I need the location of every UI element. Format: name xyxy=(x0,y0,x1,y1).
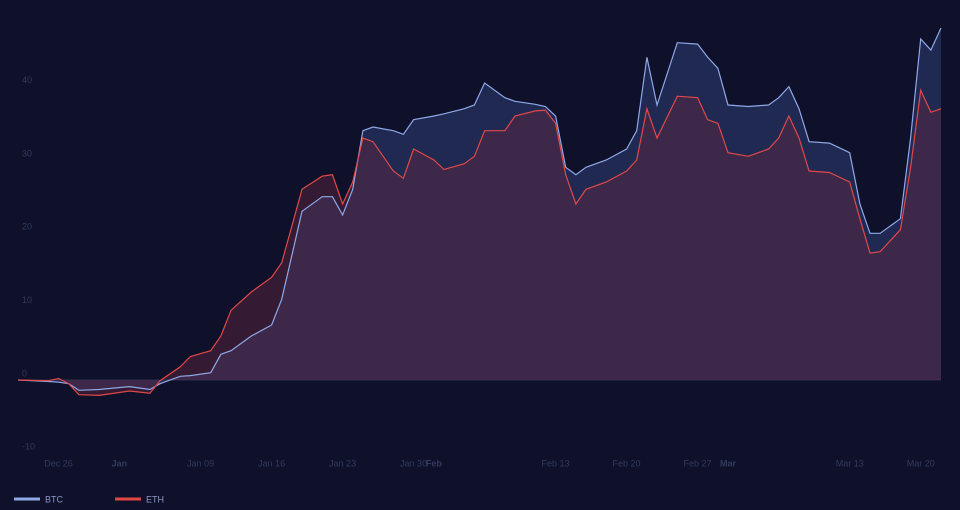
legend-label: ETH xyxy=(146,494,164,504)
x-tick-label: Feb 20 xyxy=(613,458,641,468)
y-tick-label: 20 xyxy=(22,222,32,232)
area-fill xyxy=(18,90,941,396)
x-tick-label: Dec 26 xyxy=(44,458,73,468)
x-tick-label: Jan 09 xyxy=(187,458,214,468)
x-tick-label: Jan 30 xyxy=(400,458,427,468)
series-line xyxy=(17,88,942,397)
area-fill xyxy=(18,28,941,391)
y-tick-label: -10 xyxy=(22,442,35,452)
y-tick-label: 0 xyxy=(22,368,27,378)
legend-label: BTC xyxy=(45,494,64,504)
x-tick-label: Mar 20 xyxy=(907,458,935,468)
x-tick-label: Jan 16 xyxy=(258,458,285,468)
x-tick-label: Feb 27 xyxy=(684,458,712,468)
x-tick-label: Feb xyxy=(426,458,443,468)
y-tick-label: 40 xyxy=(22,75,32,85)
y-tick-label: 30 xyxy=(22,148,32,158)
x-tick-label: Mar 13 xyxy=(836,458,864,468)
y-tick-label: 10 xyxy=(22,295,32,305)
x-tick-label: Feb 13 xyxy=(542,458,570,468)
x-tick-label: Mar xyxy=(720,458,737,468)
x-tick-label: Jan xyxy=(112,458,128,468)
x-tick-label: Jan 23 xyxy=(329,458,356,468)
series-line xyxy=(17,27,942,391)
